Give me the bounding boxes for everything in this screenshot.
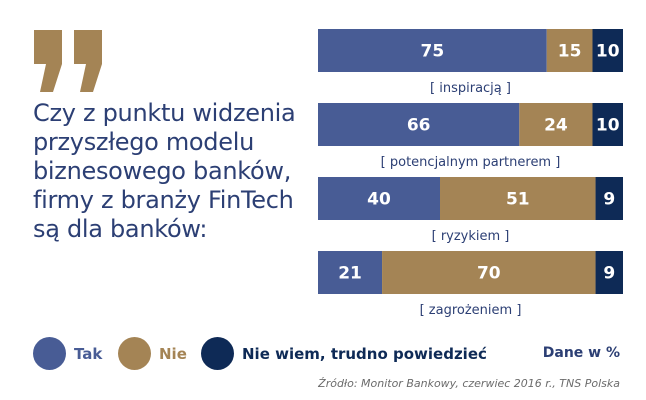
legend-label-nie-wiem: Nie wiem, trudno powiedzieć (242, 344, 487, 363)
bar-nie-wiem-1 (592, 103, 623, 146)
bar-value-label-nie-wiem-0: 10 (596, 42, 620, 62)
bar-value-label-nie-0: 15 (558, 42, 582, 62)
legend-item-nie: Nie (118, 337, 187, 370)
bar-tak-0 (318, 29, 547, 72)
bar-nie-2 (440, 177, 596, 220)
unit-note: Dane w % (542, 345, 620, 361)
quote-mark-left (34, 30, 62, 92)
legend-swatch-nie-wiem (201, 337, 234, 370)
category-label-0: [ inspiracją ] (430, 81, 511, 96)
quote-mark-right (74, 30, 102, 92)
bar-value-label-tak-2: 40 (367, 190, 391, 210)
bar-nie-0 (546, 29, 593, 72)
bar-value-label-tak-3: 21 (338, 264, 362, 284)
bar-nie-wiem-0 (592, 29, 623, 72)
bar-value-label-nie-1: 24 (544, 116, 568, 136)
category-label-2: [ ryzykiem ] (432, 229, 510, 244)
bar-value-label-nie-wiem-1: 10 (596, 116, 620, 136)
bars-group: 75 15 10 [ inspiracją ] 66 24 10 [ potencjalnym… (318, 29, 623, 318)
bar-nie-1 (519, 103, 593, 146)
quote-mark-icon (34, 30, 102, 92)
bar-value-label-nie-wiem-2: 9 (603, 190, 615, 210)
legend-item-tak: Tak (33, 337, 102, 370)
source-note: Źródło: Monitor Bankowy, czerwiec 2016 r… (318, 377, 620, 390)
legend: Tak Nie Nie wiem, trudno powiedzieć (33, 337, 623, 371)
legend-label-tak: Tak (74, 344, 103, 363)
bar-tak-2 (318, 177, 440, 220)
bar-tak-3 (318, 251, 383, 294)
bar-tak-1 (318, 103, 520, 146)
bar-nie-wiem-2 (595, 177, 623, 220)
bar-nie-wiem-3 (595, 251, 623, 294)
bar-value-label-nie-3: 70 (477, 264, 501, 284)
legend-swatch-nie (118, 337, 151, 370)
question-heading: Czy z punktu widzenia przyszłego modelu … (33, 99, 296, 243)
category-label-1: [ potencjalnym partnerem ] (381, 155, 561, 170)
bar-value-label-nie-wiem-3: 9 (603, 264, 615, 284)
legend-label-nie: Nie (159, 344, 187, 363)
bar-value-label-nie-2: 51 (506, 190, 530, 210)
bar-value-label-tak-1: 66 (407, 116, 431, 136)
bar-value-label-tak-0: 75 (421, 42, 445, 62)
legend-item-nie-wiem: Nie wiem, trudno powiedzieć (201, 337, 487, 370)
legend-swatch-tak (33, 337, 66, 370)
category-label-3: [ zagrożeniem ] (420, 303, 522, 318)
bar-nie-3 (382, 251, 596, 294)
